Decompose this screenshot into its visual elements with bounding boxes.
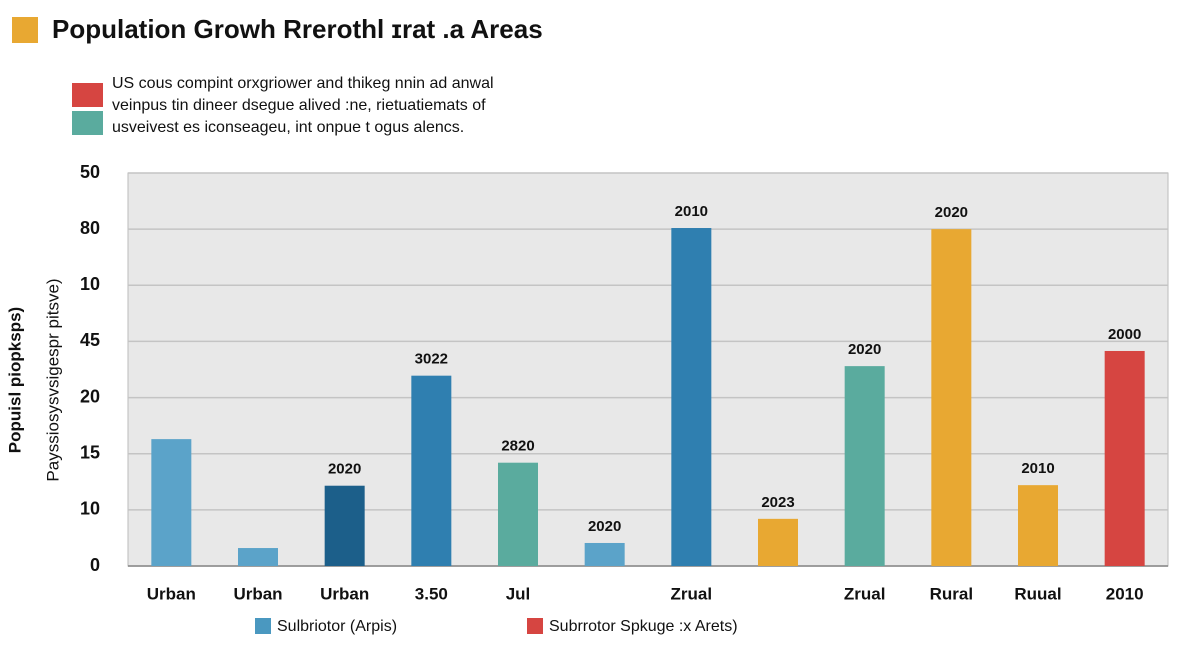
bar-label: 2023 xyxy=(761,494,794,511)
bar-label: 3022 xyxy=(415,351,448,368)
bar-label: 2020 xyxy=(935,204,968,221)
plot-area xyxy=(127,172,1169,567)
x-tick-label: Zrual xyxy=(671,584,713,603)
y-axis-label: Popuisl piopksps) xyxy=(5,307,24,453)
y-axis-label: Payssiosysvsigespr pitsve) xyxy=(43,278,62,481)
legend-swatch xyxy=(255,618,271,634)
bar xyxy=(584,542,625,566)
bar-label: 2010 xyxy=(1021,460,1054,477)
y-tick-label: 80 xyxy=(80,218,100,238)
y-tick-label: 10 xyxy=(80,274,100,294)
bar-label: 2020 xyxy=(328,461,361,478)
legend-label: Subrrotor Spkuge :x Arets) xyxy=(549,618,738,635)
bar xyxy=(411,375,452,566)
bar xyxy=(1018,485,1058,566)
y-tick-label: 15 xyxy=(80,442,100,462)
y-tick-label: 45 xyxy=(80,330,100,350)
x-tick-label: Ruual xyxy=(1014,584,1061,603)
chart-title: Population Growh Rrerothl ɪrat .a Areas xyxy=(52,14,543,44)
y-tick-label: 50 xyxy=(80,162,100,182)
x-tick-label: Rural xyxy=(930,584,973,603)
bar xyxy=(671,228,712,566)
bar-label: 2000 xyxy=(1108,326,1141,343)
x-tick-label: Urban xyxy=(320,584,369,603)
bar xyxy=(931,229,972,566)
bar xyxy=(1104,350,1145,566)
bar xyxy=(238,548,278,566)
subtitle-icon xyxy=(72,111,103,135)
legend-label: Sulbriotor (Arpis) xyxy=(277,618,397,635)
bar-label: 2020 xyxy=(588,518,621,535)
y-tick-label: 10 xyxy=(80,499,100,519)
bar xyxy=(151,439,192,566)
subtitle-line: veinpus tin dineer dsegue alived :ne, ri… xyxy=(112,97,486,114)
subtitle-line: usveivest es iconseageu, int onpue t ogu… xyxy=(112,119,464,136)
x-tick-label: 2010 xyxy=(1106,584,1144,603)
subtitle-line: US cous compint orxgriower and thikeg nn… xyxy=(112,75,494,92)
title-icon xyxy=(12,17,38,43)
y-tick-label: 0 xyxy=(90,555,100,575)
subtitle-icon xyxy=(72,83,103,107)
x-tick-label: Urban xyxy=(147,584,196,603)
x-tick-label: 3.50 xyxy=(415,584,448,603)
x-tick-label: Zrual xyxy=(844,584,886,603)
bar xyxy=(498,462,538,566)
x-tick-label: Urban xyxy=(233,584,282,603)
y-tick-label: 20 xyxy=(80,386,100,406)
bar-label: 2010 xyxy=(675,203,708,220)
bar xyxy=(324,485,365,566)
legend-swatch xyxy=(527,618,543,634)
bar xyxy=(758,518,798,566)
bar-label: 2820 xyxy=(501,438,534,455)
bar-label: 2020 xyxy=(848,341,881,358)
bar xyxy=(844,366,885,566)
x-tick-label: Jul xyxy=(506,584,531,603)
